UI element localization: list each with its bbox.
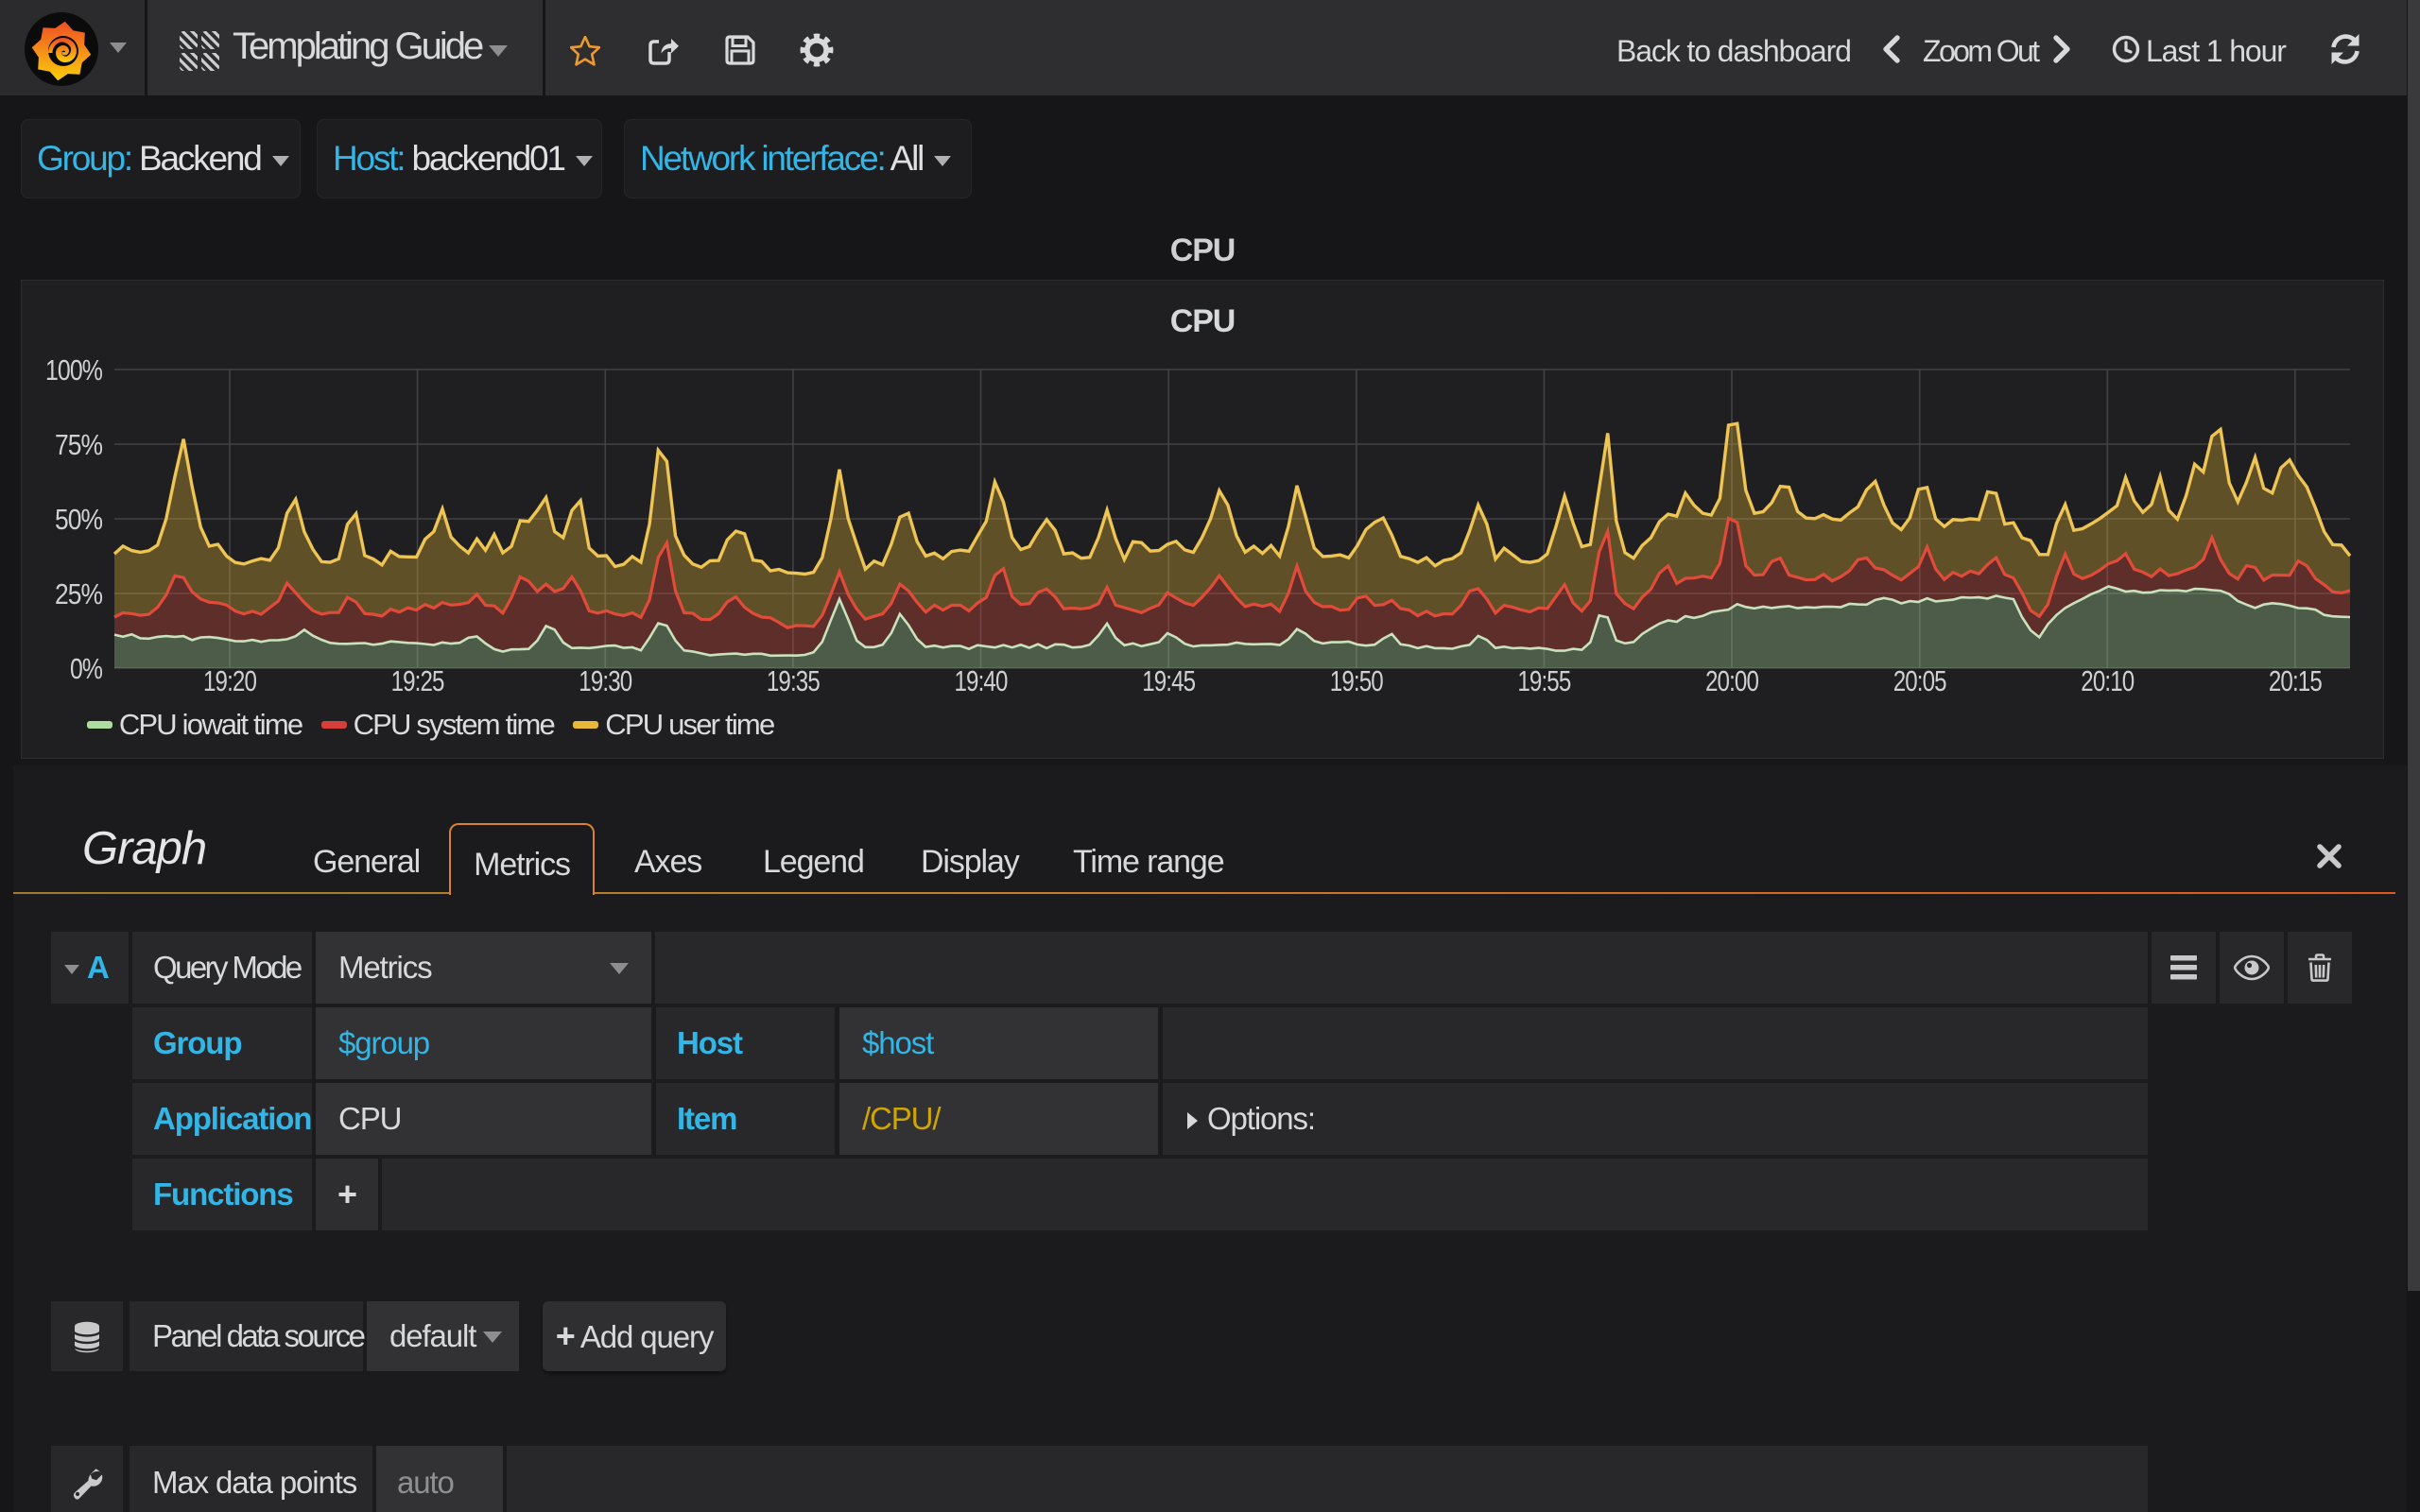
svg-text:20:15: 20:15 xyxy=(2269,664,2322,697)
svg-text:0%: 0% xyxy=(70,652,102,685)
svg-text:20:10: 20:10 xyxy=(2081,664,2135,697)
svg-text:19:30: 19:30 xyxy=(579,664,632,697)
svg-text:19:20: 19:20 xyxy=(203,664,257,697)
svg-text:19:55: 19:55 xyxy=(1517,664,1570,697)
svg-text:25%: 25% xyxy=(55,577,102,610)
svg-text:19:25: 19:25 xyxy=(391,664,444,697)
svg-text:19:45: 19:45 xyxy=(1142,664,1195,697)
svg-text:20:05: 20:05 xyxy=(1893,664,1946,697)
svg-text:50%: 50% xyxy=(55,503,102,536)
svg-text:20:00: 20:00 xyxy=(1705,664,1759,697)
svg-text:19:35: 19:35 xyxy=(767,664,820,697)
svg-text:100%: 100% xyxy=(45,353,102,387)
svg-text:19:40: 19:40 xyxy=(955,664,1009,697)
svg-text:19:50: 19:50 xyxy=(1330,664,1384,697)
svg-text:75%: 75% xyxy=(55,428,102,461)
